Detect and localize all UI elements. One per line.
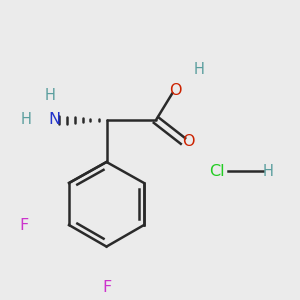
Text: H: H [21, 112, 32, 127]
Text: O: O [182, 134, 195, 149]
Text: H: H [263, 164, 274, 178]
Text: H: H [194, 62, 204, 77]
Text: Cl: Cl [209, 164, 225, 178]
Text: F: F [102, 280, 111, 296]
Text: N: N [48, 112, 60, 127]
Text: F: F [19, 218, 28, 232]
Text: H: H [45, 88, 56, 103]
Text: O: O [169, 83, 182, 98]
